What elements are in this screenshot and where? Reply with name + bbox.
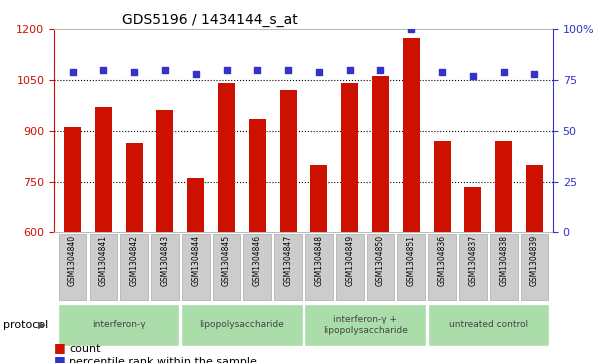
Text: GSM1304848: GSM1304848	[314, 235, 323, 286]
Bar	[403, 37, 419, 232]
FancyBboxPatch shape	[305, 234, 333, 300]
FancyBboxPatch shape	[459, 234, 487, 300]
Point	[406, 26, 416, 32]
FancyBboxPatch shape	[397, 234, 425, 300]
Point	[468, 73, 478, 79]
Bar	[95, 107, 112, 232]
FancyBboxPatch shape	[213, 234, 240, 300]
Point	[222, 67, 231, 73]
FancyBboxPatch shape	[120, 234, 148, 300]
Bar	[311, 164, 328, 232]
FancyBboxPatch shape	[59, 234, 87, 300]
Bar	[495, 141, 512, 232]
Bar	[279, 90, 296, 232]
FancyBboxPatch shape	[336, 234, 364, 300]
Bar	[427, 303, 549, 346]
Point	[68, 69, 78, 75]
Bar	[249, 119, 266, 232]
Point	[252, 67, 262, 73]
FancyBboxPatch shape	[182, 234, 210, 300]
FancyBboxPatch shape	[490, 234, 517, 300]
FancyBboxPatch shape	[243, 234, 271, 300]
Text: untreated control: untreated control	[449, 321, 528, 329]
Bar	[218, 83, 235, 232]
Bar	[182, 303, 302, 346]
Point	[99, 67, 108, 73]
Bar	[372, 77, 389, 232]
Point	[160, 67, 169, 73]
Bar	[156, 110, 174, 232]
Text: GSM1304842: GSM1304842	[130, 235, 139, 286]
Point	[129, 69, 139, 75]
Text: GSM1304850: GSM1304850	[376, 235, 385, 286]
Bar	[64, 127, 81, 232]
Point	[499, 69, 508, 75]
Text: count: count	[69, 344, 100, 354]
Text: GSM1304838: GSM1304838	[499, 235, 508, 286]
Text: GSM1304836: GSM1304836	[438, 235, 447, 286]
Point	[345, 67, 355, 73]
Text: ▶: ▶	[38, 320, 45, 330]
Bar	[433, 141, 451, 232]
Text: GSM1304851: GSM1304851	[407, 235, 416, 286]
FancyBboxPatch shape	[151, 234, 179, 300]
Point	[376, 67, 385, 73]
Bar	[305, 303, 426, 346]
Point	[191, 71, 201, 77]
Text: GSM1304841: GSM1304841	[99, 235, 108, 286]
Text: lipopolysaccharide: lipopolysaccharide	[200, 321, 284, 329]
Point	[314, 69, 324, 75]
FancyBboxPatch shape	[367, 234, 394, 300]
Text: GSM1304846: GSM1304846	[253, 235, 262, 286]
Text: ■: ■	[54, 354, 66, 363]
Text: ■: ■	[54, 341, 66, 354]
Bar	[58, 303, 180, 346]
Text: GSM1304837: GSM1304837	[468, 235, 477, 286]
Text: protocol: protocol	[3, 320, 48, 330]
Bar	[526, 164, 543, 232]
Point	[438, 69, 447, 75]
FancyBboxPatch shape	[520, 234, 548, 300]
FancyBboxPatch shape	[274, 234, 302, 300]
FancyBboxPatch shape	[429, 234, 456, 300]
Text: interferon-γ +
lipopolysaccharide: interferon-γ + lipopolysaccharide	[323, 315, 407, 335]
Text: GSM1304844: GSM1304844	[191, 235, 200, 286]
Text: GSM1304840: GSM1304840	[68, 235, 77, 286]
FancyBboxPatch shape	[90, 234, 117, 300]
Point	[283, 67, 293, 73]
Text: GSM1304839: GSM1304839	[530, 235, 539, 286]
Point	[529, 71, 539, 77]
Text: GSM1304849: GSM1304849	[345, 235, 354, 286]
Bar	[465, 187, 481, 232]
Text: GSM1304843: GSM1304843	[160, 235, 169, 286]
Text: percentile rank within the sample: percentile rank within the sample	[69, 356, 257, 363]
Bar	[341, 83, 358, 232]
Text: interferon-γ: interferon-γ	[92, 321, 145, 329]
Bar	[188, 178, 204, 232]
Bar	[126, 143, 142, 232]
Text: GSM1304845: GSM1304845	[222, 235, 231, 286]
Text: GDS5196 / 1434144_s_at: GDS5196 / 1434144_s_at	[123, 13, 298, 27]
Text: GSM1304847: GSM1304847	[284, 235, 293, 286]
